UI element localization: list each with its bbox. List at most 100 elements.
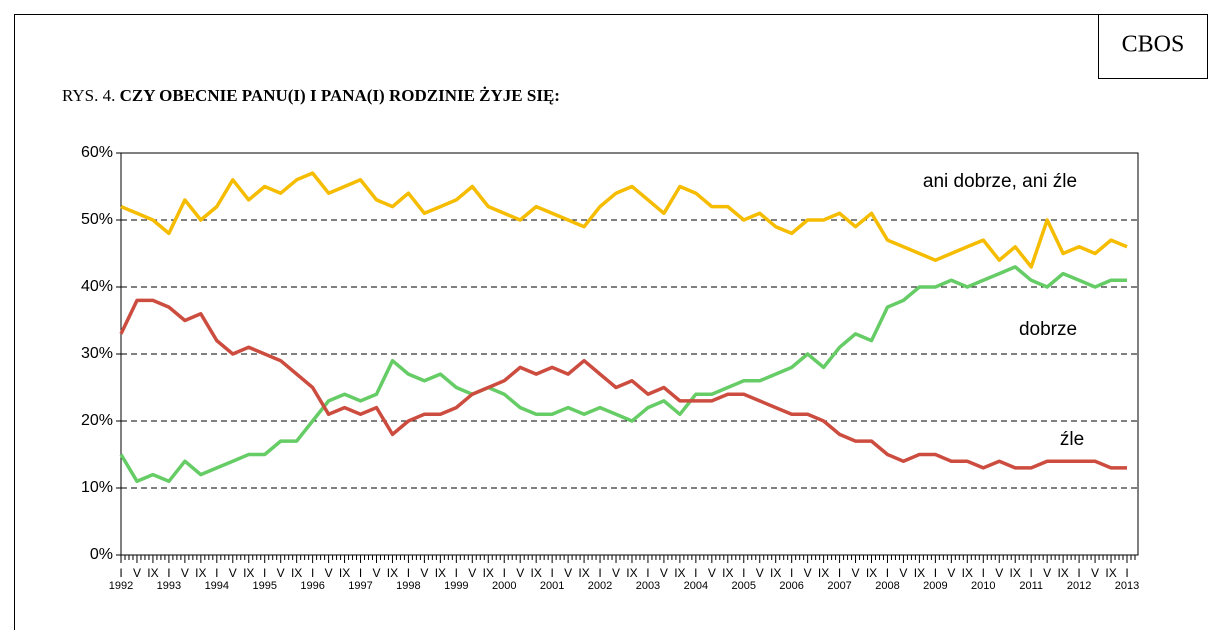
x-tick-label: I — [742, 566, 745, 580]
year-label: 1995 — [252, 580, 276, 592]
x-tick-label: I — [838, 566, 841, 580]
x-tick-label: V — [660, 566, 668, 580]
x-tick-label: V — [995, 566, 1003, 580]
y-tick-label: 50% — [81, 211, 113, 228]
x-tick-label: I — [934, 566, 937, 580]
x-tick-label: IX — [962, 566, 973, 580]
x-tick-label: IX — [626, 566, 637, 580]
x-tick-label: I — [359, 566, 362, 580]
x-tick-label: I — [503, 566, 506, 580]
x-tick-label: I — [167, 566, 170, 580]
x-tick-label: IX — [914, 566, 925, 580]
x-tick-label: V — [325, 566, 333, 580]
year-label: 1996 — [300, 580, 324, 592]
x-tick-label: IX — [387, 566, 398, 580]
x-tick-label: IX — [531, 566, 542, 580]
year-label: 1992 — [109, 580, 133, 592]
series-label: źle — [1060, 429, 1084, 450]
year-label: 2011 — [1019, 580, 1043, 592]
x-tick-label: IX — [866, 566, 877, 580]
x-tick-label: I — [455, 566, 458, 580]
x-tick-label: I — [646, 566, 649, 580]
x-tick-label: IX — [722, 566, 733, 580]
plot-frame — [120, 152, 1139, 556]
year-label: 2004 — [684, 580, 708, 592]
x-tick-label: I — [598, 566, 601, 580]
year-label: 2001 — [540, 580, 564, 592]
year-label: 2002 — [588, 580, 612, 592]
source-box — [1098, 14, 1208, 79]
x-tick-label: I — [263, 566, 266, 580]
x-tick-label: IX — [147, 566, 158, 580]
x-tick-label: V — [372, 566, 380, 580]
x-tick-label: IX — [818, 566, 829, 580]
year-label: 2012 — [1067, 580, 1091, 592]
series-label: dobrze — [1019, 319, 1077, 340]
series-line — [119, 265, 1127, 484]
x-tick-label: I — [790, 566, 793, 580]
x-tick-label: I — [311, 566, 314, 580]
series-line — [119, 298, 1127, 470]
y-tick-label: 40% — [81, 278, 113, 295]
x-tick-label: V — [516, 566, 524, 580]
x-tick-label: I — [694, 566, 697, 580]
x-tick-label: V — [1091, 566, 1099, 580]
x-tick-label: V — [852, 566, 860, 580]
x-tick-label: I — [1030, 566, 1033, 580]
year-label: 2013 — [1115, 580, 1139, 592]
source: CBOS — [1122, 32, 1185, 58]
x-tick-label: IX — [770, 566, 781, 580]
x-tick-label: IX — [1105, 566, 1116, 580]
x-tick-label: V — [229, 566, 237, 580]
year-label: 2009 — [923, 580, 947, 592]
year-label: 2010 — [971, 580, 995, 592]
chart-title: RYS. 4. CZY OBECNIE PANU(I) I PANA(I) RO… — [62, 86, 560, 105]
x-tick-label: V — [133, 566, 141, 580]
year-label: 1994 — [205, 580, 229, 592]
series-line — [120, 171, 1128, 269]
year-label: 1998 — [396, 580, 420, 592]
figure-label: RYS. 4. — [62, 86, 115, 105]
x-tick-label: V — [899, 566, 907, 580]
x-tick-label: IX — [483, 566, 494, 580]
year-label: 1997 — [348, 580, 372, 592]
year-label: 2008 — [875, 580, 899, 592]
x-tick-label: IX — [291, 566, 302, 580]
y-tick-label: 0% — [90, 546, 113, 563]
x-tick-label: V — [612, 566, 620, 580]
year-label: 1999 — [444, 580, 468, 592]
x-tick-label: I — [886, 566, 889, 580]
x-tick-label: I — [1125, 566, 1128, 580]
x-tick-label: I — [119, 566, 122, 580]
y-tick-label: 30% — [81, 345, 113, 362]
y-tick-label: 60% — [81, 144, 113, 161]
x-tick-label: V — [756, 566, 764, 580]
year-label: 1993 — [157, 580, 181, 592]
x-tick-label: V — [181, 566, 189, 580]
x-tick-label: IX — [435, 566, 446, 580]
series-label: ani dobrze, ani źle — [923, 171, 1077, 192]
x-tick-label: V — [708, 566, 716, 580]
x-tick-label: IX — [195, 566, 206, 580]
x-tick-label: V — [277, 566, 285, 580]
x-tick-label: V — [804, 566, 812, 580]
year-label: 2000 — [492, 580, 516, 592]
x-tick-label: I — [215, 566, 218, 580]
y-tick-label: 10% — [81, 479, 113, 496]
year-label: 2007 — [827, 580, 851, 592]
x-tick-label: IX — [1010, 566, 1021, 580]
year-label: 2006 — [779, 580, 803, 592]
x-tick-label: V — [947, 566, 955, 580]
x-tick-label: I — [1077, 566, 1080, 580]
year-label: 2003 — [636, 580, 660, 592]
x-tick-label: V — [468, 566, 476, 580]
title-text: CZY OBECNIE PANU(I) I PANA(I) RODZINIE Ż… — [120, 86, 560, 105]
x-tick-label: IX — [578, 566, 589, 580]
x-tick-label: IX — [1057, 566, 1068, 580]
x-tick-label: I — [982, 566, 985, 580]
x-tick-label: V — [1043, 566, 1051, 580]
x-tick-label: IX — [339, 566, 350, 580]
year-label: 2005 — [732, 580, 756, 592]
y-tick-label: 20% — [81, 412, 113, 429]
